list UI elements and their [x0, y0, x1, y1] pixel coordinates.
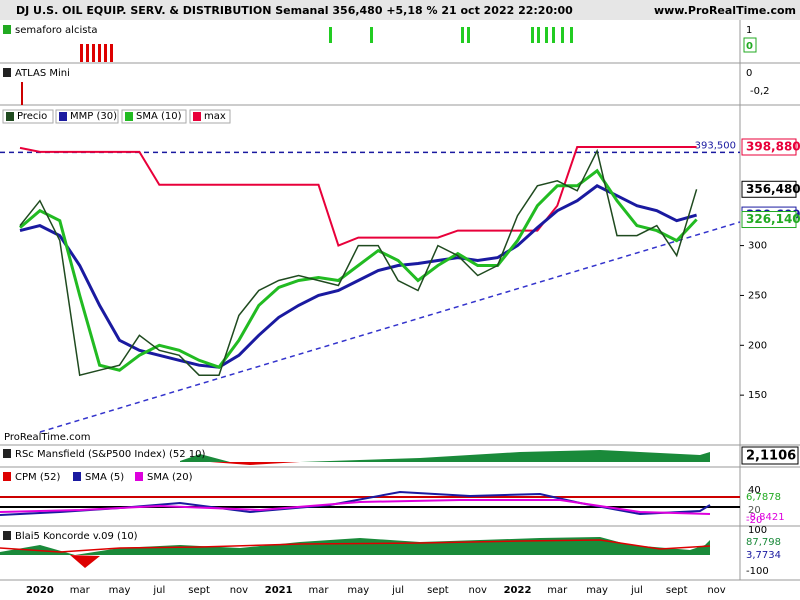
legend-swatch	[3, 25, 11, 34]
x-tick-label: 2021	[265, 585, 293, 596]
legend: Precio MMP (30) SMA (10) max	[2, 109, 231, 124]
koncorde-area	[70, 555, 100, 568]
legend-label: CPM (52)	[15, 472, 60, 483]
x-tick-label: nov	[707, 585, 725, 596]
legend-label: SMA (5)	[85, 472, 124, 483]
mansfield-area	[210, 462, 300, 465]
legend-swatch	[125, 112, 133, 121]
x-tick-label: jul	[630, 585, 643, 596]
value-label: 6,7878	[746, 492, 781, 503]
legend-item	[55, 109, 119, 124]
price-label: 356,480	[746, 182, 800, 196]
header-title: DJ U.S. OIL EQUIP. SERV. & DISTRIBUTION …	[16, 4, 573, 17]
x-tick-label: may	[347, 585, 369, 596]
cpm-sma20	[0, 499, 711, 515]
price-panel: 150200250300393,500398,880356,480330,609…	[0, 138, 800, 401]
value-label: 2,1106	[746, 449, 796, 464]
x-tick-label: mar	[309, 585, 330, 596]
axis-label: 20	[748, 505, 761, 516]
x-tick-label: 2022	[504, 585, 532, 596]
value-label: 87,798	[746, 537, 781, 548]
legend-swatch	[135, 472, 143, 481]
legend-label: Precio	[17, 111, 47, 122]
price-box	[741, 211, 797, 229]
value-label: 3,7734	[746, 550, 781, 561]
legend-swatch	[73, 472, 81, 481]
legend-item	[121, 109, 187, 124]
series-line	[19, 184, 698, 369]
x-tick-label: jul	[152, 585, 165, 596]
x-tick-label: 2020	[26, 585, 54, 596]
mansfield-area	[180, 450, 710, 462]
trend-line	[39, 221, 741, 433]
reference-label: 393,500	[695, 140, 736, 151]
legend-swatch	[3, 531, 11, 540]
axis-label: -100	[746, 566, 769, 577]
axis-label: -0,2	[750, 86, 770, 97]
axis-label: 1	[746, 25, 752, 36]
legend-swatch	[193, 112, 201, 121]
legend-swatch	[6, 112, 14, 121]
signal-bars	[80, 44, 113, 62]
x-tick-label: nov	[469, 585, 487, 596]
x-tick-label: sept	[666, 585, 688, 596]
x-tick-label: sept	[188, 585, 210, 596]
price-label: 398,880	[746, 139, 800, 153]
x-tick-label: sept	[427, 585, 449, 596]
series-line	[19, 168, 698, 372]
value-box	[741, 446, 799, 465]
watermark: ProRealTime.com	[4, 432, 90, 443]
value-box	[743, 37, 757, 53]
signal-bars	[329, 27, 573, 43]
x-tick-label: mar	[547, 585, 568, 596]
legend-label: max	[204, 111, 226, 122]
y-tick-label: 300	[748, 241, 767, 252]
panel-label: ATLAS Mini	[15, 68, 70, 79]
panel-label: semaforo alcista	[15, 25, 98, 36]
legend-swatch	[3, 449, 11, 458]
y-tick-label: 200	[748, 340, 767, 351]
value-label: -8,8421	[746, 512, 785, 523]
header-site: www.ProRealTime.com	[654, 4, 796, 17]
x-tick-label: nov	[230, 585, 248, 596]
x-tick-label: jul	[391, 585, 404, 596]
legend-swatch	[59, 112, 67, 121]
cpm-sma5	[0, 490, 711, 516]
y-tick-label: 150	[748, 390, 767, 401]
legend-label: MMP (30)	[70, 111, 117, 122]
x-tick-label: may	[586, 585, 608, 596]
axis-label: 0	[746, 41, 753, 52]
header-bar	[0, 0, 800, 20]
price-box	[741, 138, 797, 156]
legend-swatch	[3, 472, 11, 481]
x-tick-label: mar	[70, 585, 91, 596]
panel-label: Blai5 Koncorde v.09 (10)	[15, 531, 138, 542]
series-line	[19, 146, 697, 247]
legend-item	[2, 109, 54, 124]
axis-label: 40	[748, 485, 761, 496]
y-tick-label: 250	[748, 290, 767, 301]
legend-label: SMA (10)	[136, 111, 182, 122]
price-label: 326,140	[746, 212, 800, 226]
series-line	[19, 148, 698, 377]
axis-label: 100	[748, 525, 767, 536]
axis-label: 0	[746, 68, 752, 79]
legend-label: SMA (20)	[147, 472, 193, 483]
price-box	[741, 180, 797, 198]
x-tick-label: may	[109, 585, 131, 596]
koncorde-line	[0, 539, 711, 553]
axis-label: -20	[746, 515, 762, 526]
panel-label: RSc Mansfield (S&P500 Index) (52 10)	[15, 449, 206, 460]
legend-swatch	[3, 68, 11, 77]
